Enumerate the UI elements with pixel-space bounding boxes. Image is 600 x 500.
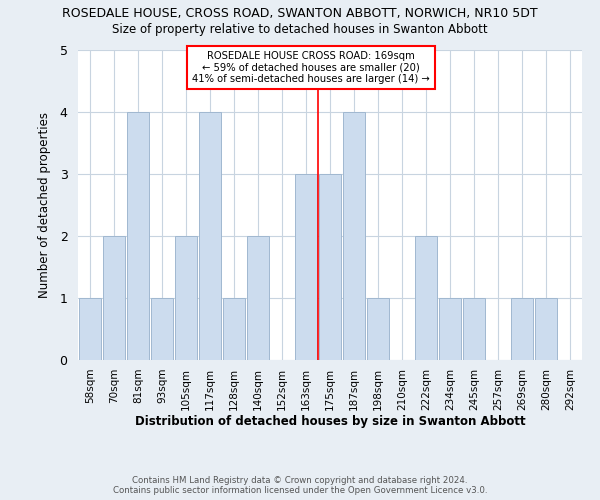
Bar: [247, 236, 269, 360]
Bar: [463, 298, 485, 360]
Bar: [367, 298, 389, 360]
Bar: [223, 298, 245, 360]
Bar: [415, 236, 437, 360]
Bar: [319, 174, 341, 360]
Text: Size of property relative to detached houses in Swanton Abbott: Size of property relative to detached ho…: [112, 22, 488, 36]
Bar: [103, 236, 125, 360]
Bar: [535, 298, 557, 360]
Y-axis label: Number of detached properties: Number of detached properties: [38, 112, 51, 298]
Bar: [343, 112, 365, 360]
Bar: [295, 174, 317, 360]
Text: ROSEDALE HOUSE CROSS ROAD: 169sqm
← 59% of detached houses are smaller (20)
41% : ROSEDALE HOUSE CROSS ROAD: 169sqm ← 59% …: [192, 51, 430, 84]
X-axis label: Distribution of detached houses by size in Swanton Abbott: Distribution of detached houses by size …: [134, 416, 526, 428]
Bar: [439, 298, 461, 360]
Bar: [511, 298, 533, 360]
Bar: [127, 112, 149, 360]
Bar: [199, 112, 221, 360]
Bar: [79, 298, 101, 360]
Bar: [175, 236, 197, 360]
Bar: [151, 298, 173, 360]
Text: Contains HM Land Registry data © Crown copyright and database right 2024.
Contai: Contains HM Land Registry data © Crown c…: [113, 476, 487, 495]
Text: ROSEDALE HOUSE, CROSS ROAD, SWANTON ABBOTT, NORWICH, NR10 5DT: ROSEDALE HOUSE, CROSS ROAD, SWANTON ABBO…: [62, 8, 538, 20]
